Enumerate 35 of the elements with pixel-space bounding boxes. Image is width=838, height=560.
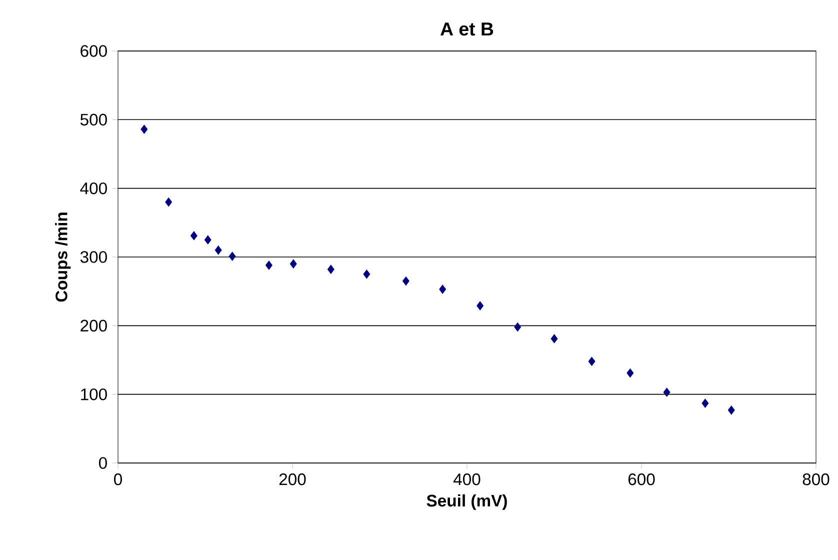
point (214, 246, 222, 255)
y-tick-label: 100 (81, 388, 107, 400)
x-axis-title: Seuil (mV) (426, 494, 507, 510)
point (588, 356, 596, 366)
y-tick-label: 200 (80, 320, 107, 332)
point (702, 398, 709, 408)
point (476, 301, 484, 310)
point (626, 368, 634, 378)
point (165, 198, 172, 207)
x-tick-label: 600 (628, 473, 655, 486)
chart-title: A et B (440, 22, 494, 36)
x-tick-label: 400 (453, 473, 480, 486)
y-tick-label: 300 (80, 251, 107, 263)
point (204, 235, 212, 244)
x-tick-label: 0 (114, 473, 122, 486)
point (327, 264, 334, 274)
y-tick-label: 600 (80, 45, 107, 57)
point (514, 322, 522, 332)
point (439, 284, 446, 294)
x-tick-label: 200 (279, 473, 306, 486)
point (190, 231, 198, 240)
point (363, 270, 370, 279)
y-axis-title: Coups /min (55, 212, 71, 302)
y-tick-label: 400 (80, 182, 107, 194)
point (402, 276, 410, 286)
y-tick-label: 500 (80, 114, 107, 126)
point (663, 388, 670, 397)
point (228, 252, 236, 261)
x-tick-label: 800 (802, 473, 830, 486)
point (290, 259, 297, 268)
point (265, 260, 272, 270)
y-tick-label: 0 (98, 457, 107, 469)
point (728, 406, 735, 415)
point (140, 124, 148, 134)
point (550, 334, 558, 344)
